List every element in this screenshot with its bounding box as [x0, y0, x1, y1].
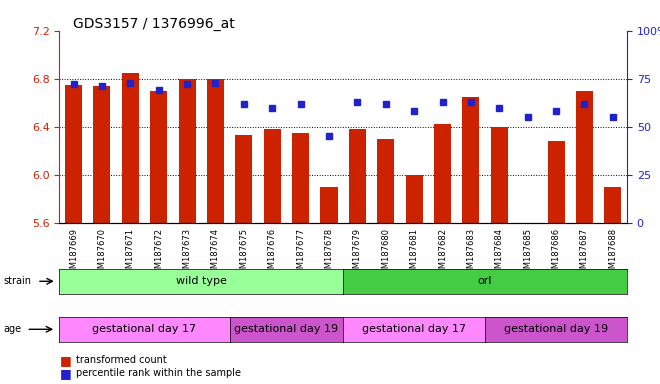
Bar — [94, 86, 110, 223]
Bar — [434, 124, 451, 223]
Bar — [292, 133, 309, 223]
Text: transformed count: transformed count — [76, 355, 166, 365]
Bar — [122, 73, 139, 223]
Text: gestational day 19: gestational day 19 — [504, 324, 608, 334]
Bar — [349, 129, 366, 223]
Text: age: age — [3, 324, 21, 334]
Text: gestational day 17: gestational day 17 — [92, 324, 197, 334]
Bar — [491, 127, 508, 223]
Bar — [236, 135, 252, 223]
Text: ■: ■ — [59, 367, 71, 380]
Text: percentile rank within the sample: percentile rank within the sample — [76, 368, 241, 378]
Bar — [378, 139, 394, 223]
Text: gestational day 17: gestational day 17 — [362, 324, 466, 334]
Text: GDS3157 / 1376996_at: GDS3157 / 1376996_at — [73, 17, 234, 31]
Bar — [150, 91, 167, 223]
Bar — [406, 175, 422, 223]
Bar — [264, 129, 280, 223]
Text: gestational day 19: gestational day 19 — [234, 324, 339, 334]
Bar — [463, 97, 479, 223]
Text: orl: orl — [478, 276, 492, 286]
Bar — [179, 79, 195, 223]
Bar — [207, 79, 224, 223]
Bar — [605, 187, 621, 223]
Bar — [321, 187, 337, 223]
Bar — [548, 141, 564, 223]
Bar — [576, 91, 593, 223]
Text: ■: ■ — [59, 354, 71, 367]
Text: strain: strain — [3, 276, 31, 286]
Text: wild type: wild type — [176, 276, 227, 286]
Bar — [65, 85, 82, 223]
